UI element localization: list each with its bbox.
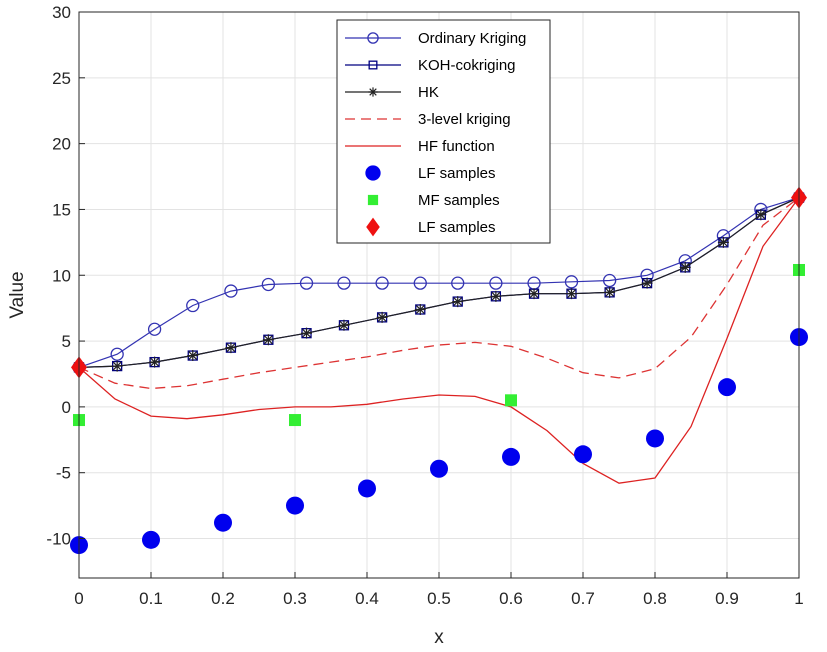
legend-label: HF function	[418, 138, 495, 155]
legend-box	[336, 19, 551, 244]
y-tick-label: 5	[62, 332, 71, 351]
data-point-marker	[286, 496, 304, 515]
y-tick-label: -10	[46, 530, 71, 549]
series-lf-samples	[70, 328, 808, 555]
data-point-marker	[489, 276, 503, 290]
data-point-marker	[602, 273, 617, 288]
data-point-marker	[641, 277, 653, 289]
data-point-marker	[502, 447, 520, 466]
data-point-marker	[142, 530, 160, 549]
x-tick-label: 0.1	[139, 589, 163, 608]
data-point-marker	[565, 288, 577, 300]
y-tick-label: 25	[52, 69, 71, 88]
legend-item-lf-samples: LF samples	[366, 217, 496, 237]
legend-label: LF samples	[418, 219, 496, 236]
data-point-marker	[225, 342, 237, 354]
x-tick-label: 0.4	[355, 589, 379, 608]
ticks: 0 0.1 0.2 0.3 0.4 0.5 0.6 0.7 0.8 0.9 1 -10 -5 0 5 10 15…	[46, 3, 803, 608]
data-point-marker	[262, 334, 274, 346]
legend-marker-swatch	[365, 165, 381, 181]
series-line	[78, 197, 800, 368]
legend-marker-swatch	[368, 87, 378, 97]
legend-marker-swatch	[367, 194, 379, 206]
data-point-marker	[717, 236, 729, 248]
legend-label: LF samples	[418, 165, 496, 182]
data-point-marker	[505, 394, 517, 407]
data-point-marker	[574, 445, 592, 464]
data-point-marker	[224, 284, 238, 298]
legend-item-3-level-kriging: 3-level kriging	[345, 111, 511, 128]
legend-item-koh-cokriging: KOH-cokriging	[345, 57, 516, 74]
series-line	[78, 197, 800, 484]
data-point-marker	[414, 303, 426, 315]
y-axis-title: Value	[7, 271, 28, 318]
series-layer	[70, 186, 808, 555]
x-tick-label: 0.3	[283, 589, 307, 608]
x-tick-label: 1	[794, 589, 803, 608]
legend-item-lf-samples: LF samples	[365, 165, 496, 182]
series-mf-samples	[73, 263, 805, 427]
x-tick-label: 0.2	[211, 589, 235, 608]
y-tick-label: 0	[62, 398, 71, 417]
data-point-marker	[299, 276, 314, 290]
data-point-marker	[430, 459, 448, 478]
legend-marker-swatch	[366, 217, 380, 237]
legend-label: HK	[418, 84, 439, 101]
data-point-marker	[111, 360, 123, 372]
y-tick-label: 10	[52, 266, 71, 285]
x-tick-label: 0.6	[499, 589, 523, 608]
legend-marker-swatch	[367, 32, 379, 44]
data-point-marker	[289, 414, 301, 427]
legend-label: Ordinary Kriging	[418, 30, 526, 47]
y-tick-label: 30	[52, 3, 71, 22]
series-line	[78, 197, 800, 368]
data-point-marker	[755, 209, 767, 221]
data-point-marker	[679, 261, 691, 273]
data-point-marker	[186, 298, 200, 313]
legend-label: 3-level kriging	[418, 111, 511, 128]
data-point-marker	[337, 276, 351, 290]
x-tick-label: 0.5	[427, 589, 451, 608]
data-point-marker	[110, 347, 124, 361]
legend-item-mf-samples: MF samples	[367, 192, 500, 209]
legend-item-hk: HK	[345, 84, 439, 101]
legend-label: MF samples	[418, 192, 500, 209]
legend-marker-swatch	[368, 60, 378, 70]
data-point-marker	[604, 286, 616, 298]
series-hk	[73, 192, 805, 373]
x-tick-label: 0	[74, 589, 83, 608]
legend-label: KOH-cokriging	[418, 57, 516, 74]
data-point-marker	[451, 276, 465, 290]
x-tick-label: 0.8	[643, 589, 667, 608]
series-hf-function	[78, 197, 800, 484]
data-point-marker	[646, 429, 664, 448]
y-tick-label: 15	[52, 200, 71, 219]
x-tick-label: 0.9	[715, 589, 739, 608]
data-point-marker	[187, 350, 199, 362]
y-tick-label: -5	[56, 464, 71, 483]
data-point-marker	[358, 479, 376, 498]
data-point-marker	[301, 327, 313, 339]
legend: Ordinary Kriging KOH-cokriging HK 3-level k…	[336, 19, 551, 244]
data-point-marker	[413, 276, 427, 290]
data-point-marker	[214, 513, 232, 532]
data-point-marker	[564, 275, 579, 289]
x-axis-title: x	[434, 627, 444, 648]
data-point-marker	[452, 296, 464, 308]
data-point-marker	[718, 378, 736, 397]
data-point-marker	[528, 288, 540, 300]
y-tick-label: 20	[52, 135, 71, 154]
legend-item-ordinary-kriging: Ordinary Kriging	[345, 30, 526, 47]
data-point-marker	[149, 356, 161, 368]
data-point-marker	[376, 311, 388, 323]
legend-item-hf-function: HF function	[345, 138, 495, 155]
data-point-marker	[338, 319, 350, 331]
data-point-marker	[261, 277, 276, 292]
data-point-marker	[490, 290, 502, 302]
x-tick-label: 0.7	[571, 589, 595, 608]
data-point-marker	[147, 322, 162, 336]
data-point-marker	[375, 276, 389, 290]
